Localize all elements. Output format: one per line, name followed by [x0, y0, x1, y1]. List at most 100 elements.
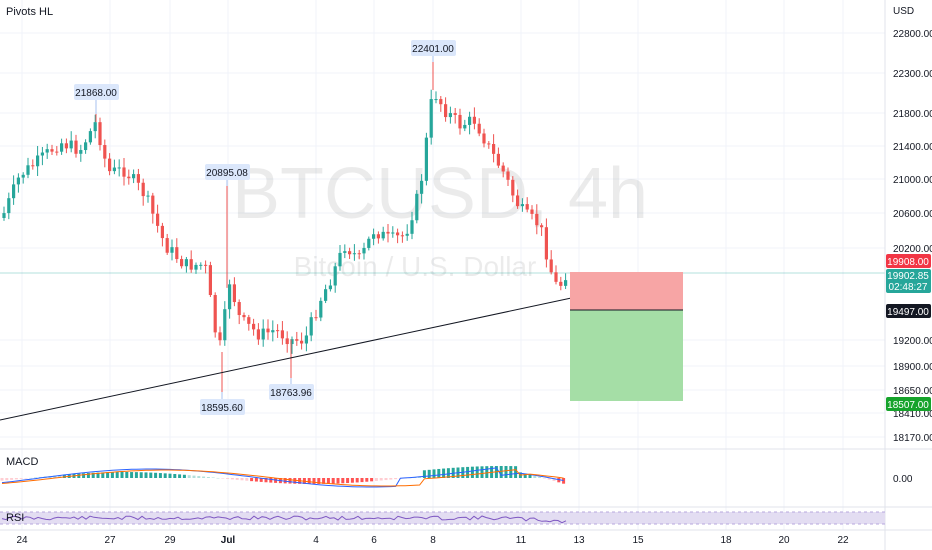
pivot-value: 20895.08: [206, 168, 248, 179]
time-tick: 4: [313, 535, 319, 546]
macd-bar: [379, 478, 383, 481]
time-tick: 11: [516, 535, 527, 546]
candle-body: [381, 231, 385, 239]
take-profit-zone[interactable]: [570, 310, 683, 401]
candle-body: [420, 180, 424, 194]
macd-title[interactable]: MACD: [6, 456, 39, 468]
candle-body: [309, 317, 313, 336]
price-tick: 22300.00: [893, 69, 932, 80]
macd-bar: [427, 469, 431, 478]
candle-body: [530, 209, 534, 214]
candle-body: [7, 198, 11, 214]
macd-bar: [317, 478, 321, 484]
candle-body: [127, 176, 131, 179]
time-axis[interactable]: 24 27 29 Jul 4 6 8 11 13 15 18 20 22: [16, 535, 849, 546]
candle-body: [36, 155, 40, 167]
macd-bar: [504, 466, 508, 478]
macd-bar: [542, 478, 546, 479]
stop-loss-zone[interactable]: [570, 272, 683, 310]
macd-bar: [245, 478, 249, 481]
candle-body: [429, 99, 433, 138]
rsi-pane: [0, 511, 885, 525]
trendline[interactable]: [0, 296, 577, 421]
candle-body: [184, 259, 188, 267]
candle-body: [516, 195, 520, 207]
macd-bar: [293, 478, 297, 484]
candle-body: [300, 340, 304, 344]
macd-bar: [62, 474, 66, 478]
watermark-symbol: BTCUSD, 4h: [232, 154, 648, 234]
macd-bar: [182, 474, 186, 478]
candle-body: [189, 259, 193, 270]
candle-body: [88, 131, 92, 143]
candle-body: [338, 252, 342, 267]
candle-body: [549, 259, 553, 273]
macd-bar: [187, 475, 191, 478]
candle-body: [544, 227, 548, 260]
macd-bar: [226, 478, 230, 479]
candle-body: [45, 149, 49, 153]
macd-bar: [360, 478, 364, 483]
macd-bar: [374, 478, 378, 481]
rsi-title[interactable]: RSI: [6, 512, 25, 524]
rsi-band: [0, 512, 885, 524]
time-tick: 22: [837, 535, 849, 546]
price-tick: 19200.00: [893, 336, 932, 347]
macd-bar: [432, 469, 436, 478]
price-tick: 18170.00: [893, 433, 932, 444]
macd-bar: [336, 478, 340, 484]
candle-body: [391, 232, 395, 234]
macd-bar: [34, 477, 38, 478]
candle-body: [266, 328, 270, 333]
candle-body: [290, 339, 294, 345]
price-tick: 21400.00: [893, 142, 932, 153]
candle-body: [324, 289, 328, 301]
macd-bar: [235, 478, 239, 480]
candle-body: [218, 332, 222, 341]
macd-bar: [384, 478, 388, 481]
candle-body: [232, 284, 236, 303]
macd-bar: [216, 477, 220, 479]
candle-body: [482, 133, 486, 144]
candle-body: [31, 165, 35, 167]
candle-body: [237, 302, 241, 316]
pivot-value: 21868.00: [75, 88, 117, 99]
candle-body: [112, 167, 116, 172]
macd-bar: [370, 478, 374, 482]
macd-bar: [125, 472, 129, 478]
macd-bar: [230, 478, 234, 480]
price-axis[interactable]: USD 22800.00 22300.00 21800.00 21400.00 …: [893, 6, 932, 444]
candle-body: [319, 300, 323, 318]
candle-body: [535, 213, 539, 226]
macd-bar: [346, 478, 350, 484]
candle-body: [477, 123, 481, 134]
macd-bar: [523, 473, 527, 478]
candle-body: [343, 251, 347, 253]
candle-body: [175, 247, 179, 260]
macd-bar: [528, 474, 532, 478]
macd-bar: [5, 478, 9, 481]
macd-bar: [350, 478, 354, 483]
candle-body: [2, 213, 6, 218]
short-position-tool[interactable]: [570, 272, 683, 401]
time-tick: Jul: [221, 535, 236, 546]
macd-bar: [485, 466, 489, 478]
candle-body: [64, 143, 68, 149]
pivot-label-high-2: 20895.08: [205, 164, 250, 186]
macd-bar: [307, 478, 311, 484]
macd-axis-value: 0.00: [893, 474, 913, 485]
indicator-title[interactable]: Pivots HL: [6, 6, 54, 18]
macd-bar: [288, 478, 292, 484]
macd-bar: [221, 478, 225, 479]
macd-bar: [442, 468, 446, 478]
candle-body: [348, 251, 352, 255]
macd-bar: [24, 478, 28, 479]
candle-body: [247, 317, 251, 324]
macd-bar: [499, 466, 503, 478]
candle-body: [26, 165, 30, 175]
candle-body: [564, 280, 568, 286]
pivot-label-low-2: 18763.96: [269, 378, 314, 400]
macd-bar: [322, 478, 326, 484]
candle-body: [16, 177, 20, 185]
